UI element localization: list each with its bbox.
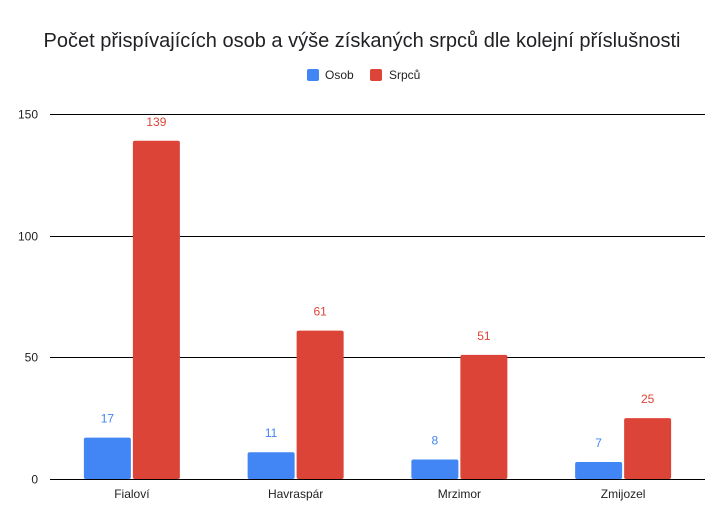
bar-osob	[575, 461, 623, 479]
y-axis: 0 50 100 150	[18, 108, 38, 487]
y-tick-label: 150	[18, 108, 38, 122]
legend: Osob Srpců	[307, 68, 420, 82]
data-label-srpcu: 51	[477, 329, 491, 343]
bar-osob	[247, 452, 295, 479]
x-tick-label: Fialoví	[114, 487, 150, 501]
data-label-osob: 11	[265, 426, 278, 440]
bar-srpcu	[132, 140, 180, 479]
chart-title: Počet přispívajících osob a výše získaný…	[44, 30, 681, 52]
data-label-srpcu: 61	[313, 305, 327, 319]
y-tick-label: 100	[18, 230, 38, 244]
x-tick-label: Zmijozel	[601, 487, 646, 501]
data-label-osob: 7	[595, 436, 602, 450]
bar-osob	[411, 459, 459, 479]
data-label-osob: 17	[101, 412, 115, 426]
legend-swatch-srpcu	[370, 69, 382, 81]
bar-srpcu	[296, 330, 344, 479]
data-label-osob: 8	[432, 434, 439, 448]
data-label-srpcu: 139	[146, 115, 166, 129]
legend-label-osob: Osob	[325, 68, 354, 82]
y-tick-label: 0	[31, 473, 38, 487]
legend-swatch-osob	[307, 69, 319, 81]
x-axis: Fialoví Havraspár Mrzimor Zmijozel	[114, 487, 645, 501]
legend-label-srpcu: Srpců	[389, 68, 420, 82]
data-label-srpcu: 25	[641, 392, 655, 406]
bar-osob	[83, 437, 131, 479]
y-tick-label: 50	[25, 351, 39, 365]
bar-srpcu	[624, 418, 672, 479]
data-labels: 17 139 11 61 8 51 7 25	[101, 115, 655, 450]
bar-srpcu	[460, 354, 508, 479]
x-tick-label: Havraspár	[268, 487, 323, 501]
x-tick-label: Mrzimor	[438, 487, 481, 501]
bars	[83, 140, 672, 479]
